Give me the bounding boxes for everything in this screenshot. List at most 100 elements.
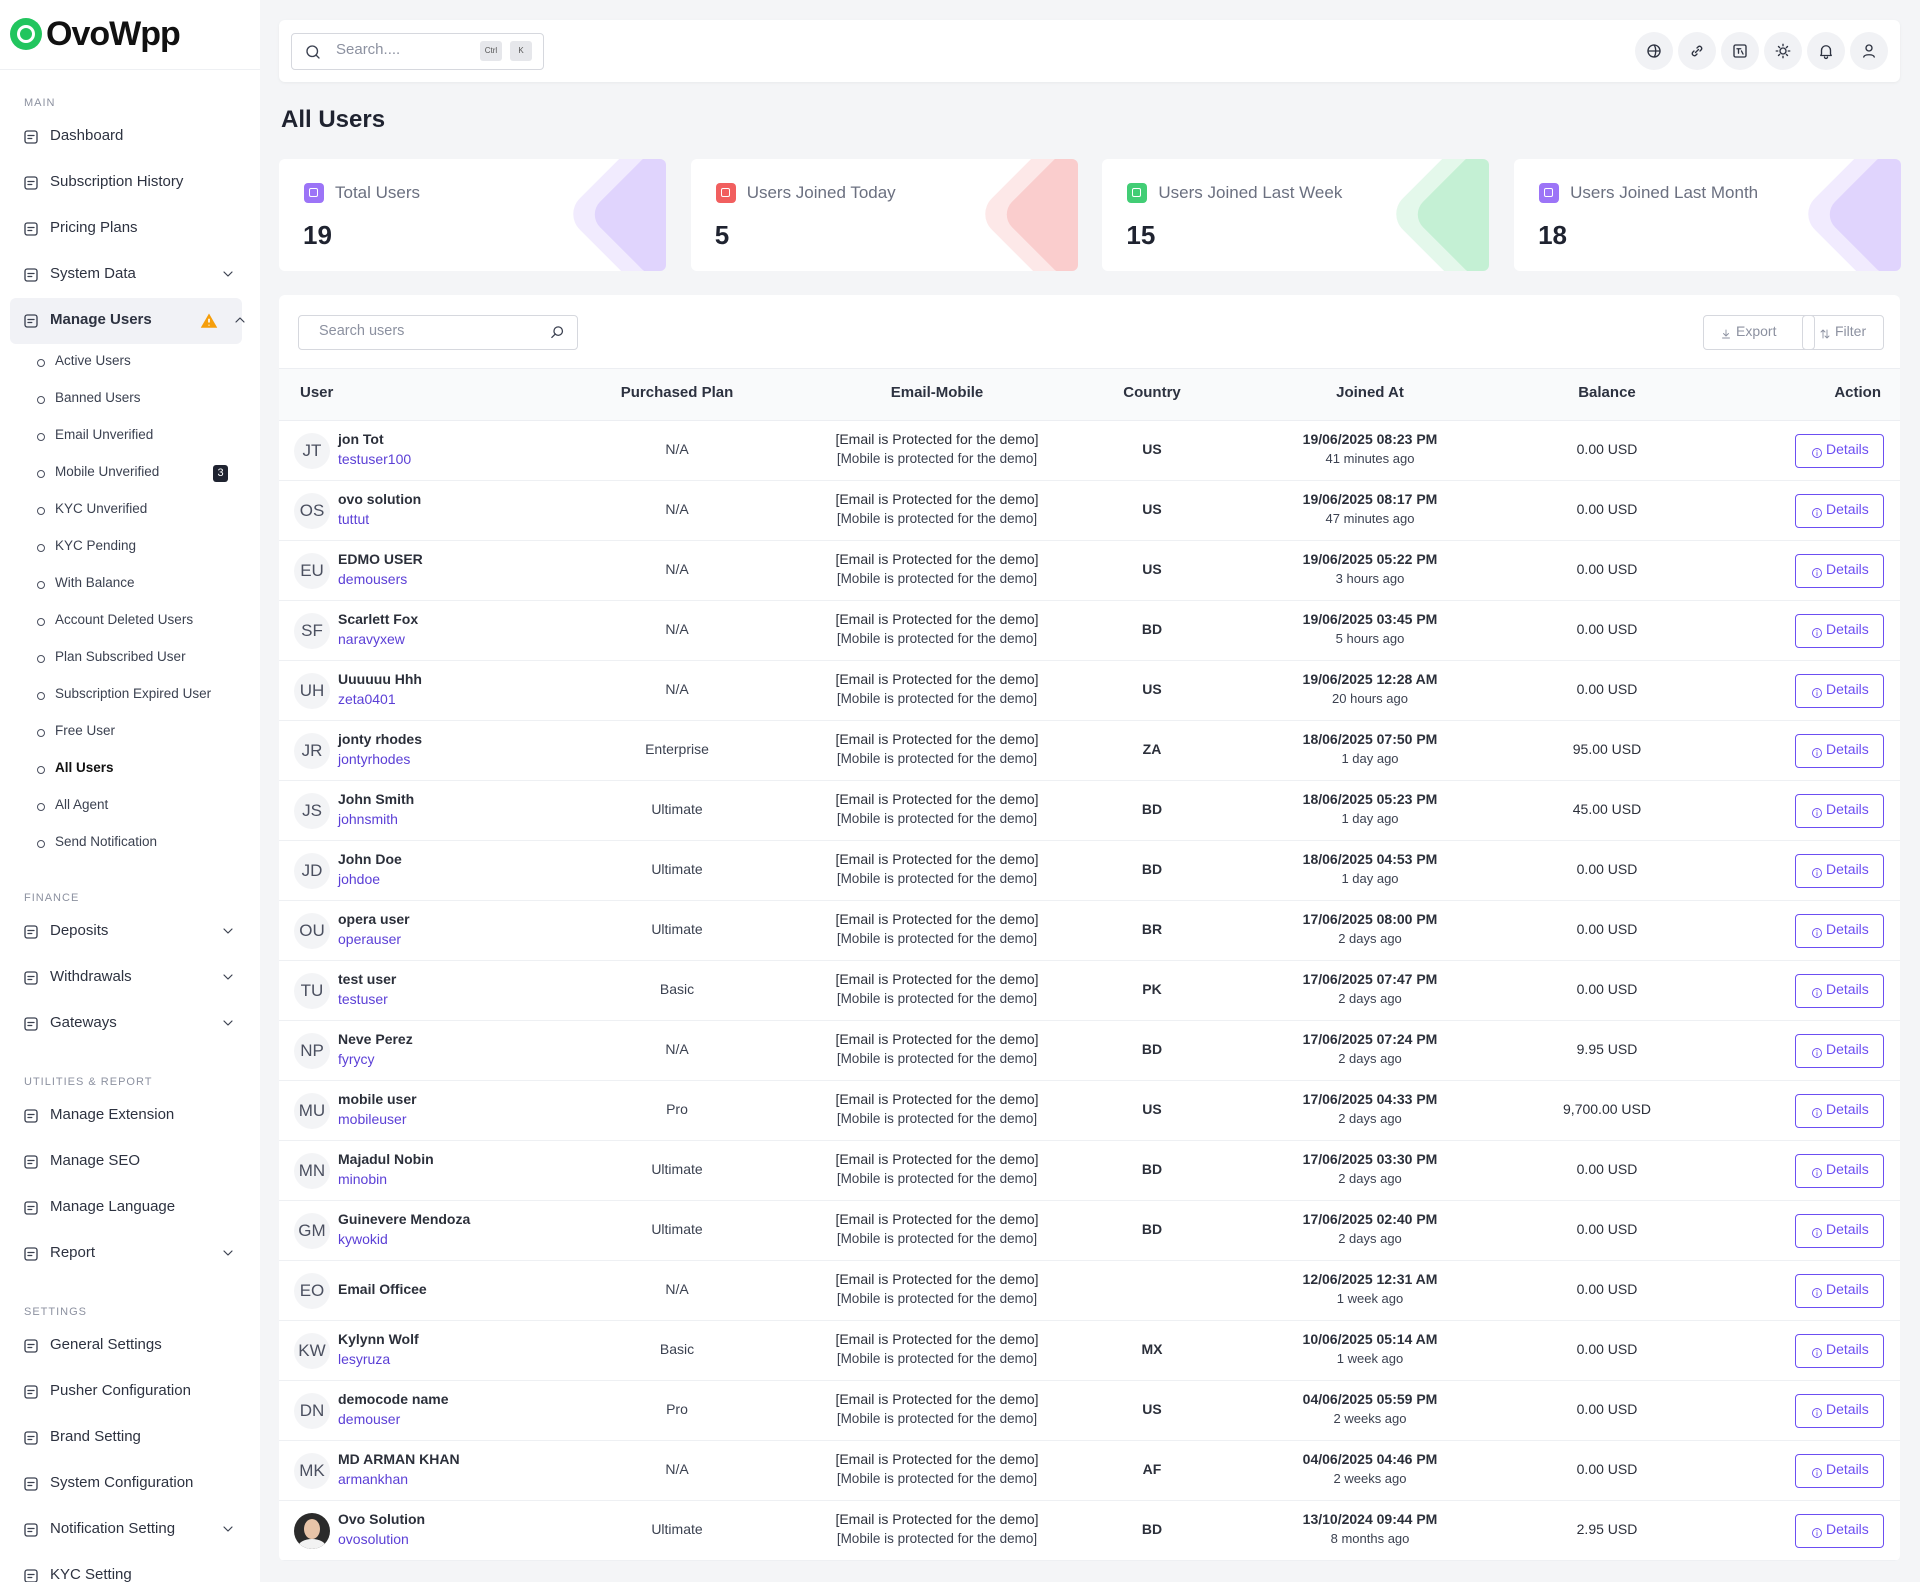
details-button[interactable]: Details: [1795, 434, 1884, 468]
header-icon[interactable]: [1721, 32, 1759, 70]
user-username[interactable]: kywokid: [338, 1231, 388, 1247]
joined-at: 18/06/2025 05:23 PM: [1302, 791, 1438, 807]
table-search-placeholder: Search users: [319, 323, 405, 339]
details-button[interactable]: Details: [1795, 1214, 1884, 1248]
stat-value: 15: [1126, 220, 1156, 250]
nav-item[interactable]: Pusher Configuration: [10, 1369, 242, 1415]
nav-item[interactable]: KYC Setting: [10, 1553, 242, 1582]
user-username[interactable]: naravyxew: [338, 631, 405, 647]
header-icon[interactable]: [1850, 32, 1888, 70]
details-button[interactable]: Details: [1795, 554, 1884, 588]
header-icon[interactable]: [1635, 32, 1673, 70]
details-button[interactable]: Details: [1795, 794, 1884, 828]
sub-nav-item[interactable]: KYC Pending: [10, 530, 242, 567]
nav-item[interactable]: General Settings: [10, 1323, 242, 1369]
sub-nav-item[interactable]: Free User: [10, 715, 242, 752]
details-button[interactable]: Details: [1795, 1514, 1884, 1548]
user-username[interactable]: demousers: [338, 571, 408, 587]
user-username[interactable]: tuttut: [338, 511, 370, 527]
nav-icon-glyph: [24, 1385, 38, 1399]
nav-item[interactable]: Deposits: [10, 909, 242, 955]
nav-item[interactable]: Notification Setting: [10, 1507, 242, 1553]
header-icon-symbol: [1817, 42, 1835, 60]
joined-ago: 2 weeks ago: [1333, 1471, 1407, 1486]
user-username[interactable]: zeta0401: [338, 691, 396, 707]
stat-decoration: [999, 159, 1078, 271]
details-button[interactable]: Details: [1795, 974, 1884, 1008]
details-button[interactable]: Details: [1795, 914, 1884, 948]
details-button[interactable]: Details: [1795, 614, 1884, 648]
email: [Email is Protected for the demo]: [835, 911, 1039, 927]
details-label: Details: [1826, 1461, 1869, 1477]
user-username[interactable]: johnsmith: [338, 811, 398, 827]
nav-label: Brand Setting: [50, 1428, 141, 1445]
sub-nav-item[interactable]: Account Deleted Users: [10, 604, 242, 641]
header-icon[interactable]: [1764, 32, 1802, 70]
details-button[interactable]: Details: [1795, 674, 1884, 708]
user-username[interactable]: testuser100: [338, 451, 412, 467]
column-header: Balance: [1578, 384, 1636, 401]
toolbar-button[interactable]: Filter: [1802, 315, 1884, 350]
user-username[interactable]: minobin: [338, 1171, 388, 1187]
sub-nav-item[interactable]: Plan Subscribed User: [10, 641, 242, 678]
nav-item[interactable]: Subscription History: [10, 160, 242, 206]
sub-nav-item[interactable]: Banned Users: [10, 382, 242, 419]
user-username[interactable]: johdoe: [338, 871, 381, 887]
nav-item[interactable]: Dashboard: [10, 114, 242, 160]
sub-nav-item[interactable]: KYC Unverified: [10, 493, 242, 530]
nav-item[interactable]: Manage Users: [10, 298, 245, 344]
user-username[interactable]: jontyrhodes: [338, 751, 411, 767]
details-button[interactable]: Details: [1795, 494, 1884, 528]
toolbar-button[interactable]: Export: [1703, 315, 1815, 350]
details-button[interactable]: Details: [1795, 734, 1884, 768]
nav-item[interactable]: Manage SEO: [10, 1139, 242, 1185]
sub-nav-item[interactable]: Email Unverified: [10, 419, 242, 456]
header-icon[interactable]: [1678, 32, 1716, 70]
details-button[interactable]: Details: [1795, 1334, 1884, 1368]
header-icon[interactable]: [1807, 32, 1845, 70]
user-username[interactable]: mobileuser: [338, 1111, 407, 1127]
nav-item[interactable]: Withdrawals: [10, 955, 242, 1001]
sub-nav-label: KYC Unverified: [55, 501, 148, 516]
details-button[interactable]: Details: [1795, 854, 1884, 888]
nav-item[interactable]: Report: [10, 1231, 242, 1277]
nav-item[interactable]: Pricing Plans: [10, 206, 242, 252]
nav-item[interactable]: System Configuration: [10, 1461, 242, 1507]
nav-item[interactable]: Manage Extension: [10, 1093, 242, 1139]
user-username[interactable]: operauser: [338, 931, 402, 947]
details-button[interactable]: Details: [1795, 1034, 1884, 1068]
table-search[interactable]: Search users: [298, 315, 578, 350]
email: [Email is Protected for the demo]: [835, 1211, 1039, 1227]
nav-item[interactable]: System Data: [10, 252, 242, 298]
bullet: [37, 729, 45, 737]
nav-item[interactable]: Manage Language: [10, 1185, 242, 1231]
bullet: [37, 766, 45, 774]
nav-label: Pusher Configuration: [50, 1382, 191, 1399]
nav-item[interactable]: Brand Setting: [10, 1415, 242, 1461]
details-button[interactable]: Details: [1795, 1154, 1884, 1188]
user-username[interactable]: ovosolution: [338, 1531, 409, 1547]
sub-nav-item[interactable]: Send Notification: [10, 826, 242, 863]
sub-nav-item[interactable]: Active Users: [10, 345, 242, 382]
sub-nav-item[interactable]: Mobile Unverified 3: [10, 456, 242, 493]
sub-nav-item[interactable]: All Agent: [10, 789, 242, 826]
joined-ago: 5 hours ago: [1335, 631, 1405, 646]
details-button[interactable]: Details: [1795, 1454, 1884, 1488]
column-header: Country: [1123, 384, 1181, 401]
details-button[interactable]: Details: [1795, 1394, 1884, 1428]
toolbar-button-label: Export: [1736, 323, 1777, 339]
sub-nav-item[interactable]: All Users: [10, 752, 242, 789]
sub-nav-item[interactable]: With Balance: [10, 567, 242, 604]
details-icon: [1811, 1046, 1823, 1058]
user-username[interactable]: armankhan: [338, 1471, 409, 1487]
user-username[interactable]: testuser: [338, 991, 388, 1007]
details-button[interactable]: Details: [1795, 1274, 1884, 1308]
sub-nav-item[interactable]: Subscription Expired User: [10, 678, 242, 715]
user-username[interactable]: demouser: [338, 1411, 401, 1427]
user-username[interactable]: fyrycy: [338, 1051, 375, 1067]
nav-item[interactable]: Gateways: [10, 1001, 242, 1047]
user-username[interactable]: lesyruza: [338, 1351, 391, 1367]
details-button[interactable]: Details: [1795, 1094, 1884, 1128]
sub-nav-label: Account Deleted Users: [55, 612, 194, 627]
global-search[interactable]: Search.... Ctrl K: [291, 33, 544, 70]
